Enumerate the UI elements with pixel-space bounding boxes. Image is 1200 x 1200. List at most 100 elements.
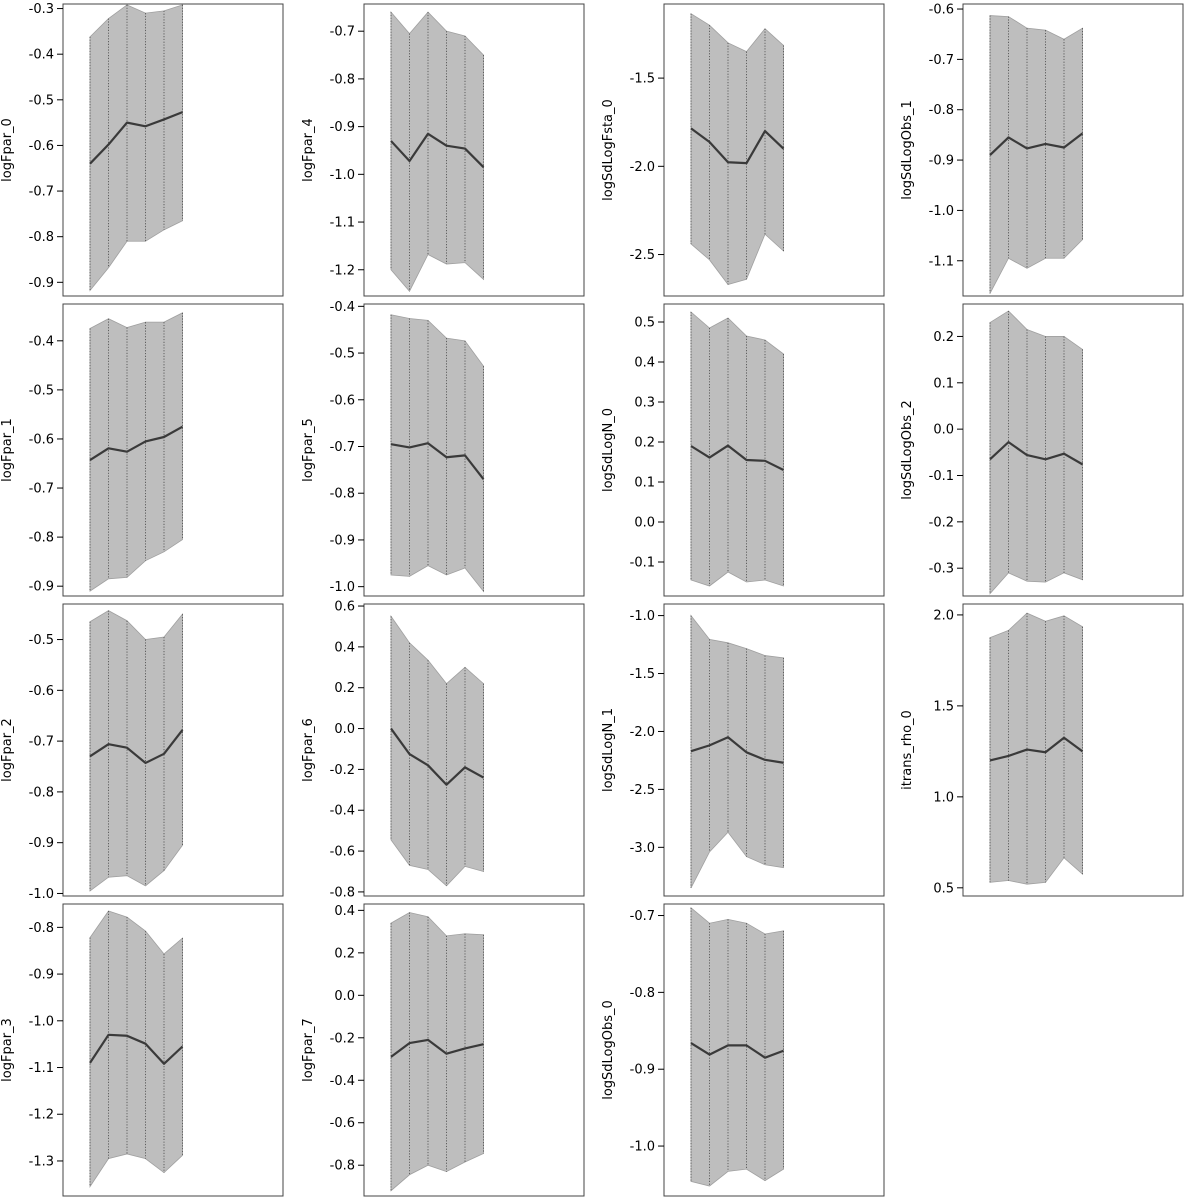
- plot-frame: [663, 603, 885, 897]
- median-line: [989, 132, 1084, 156]
- median-line: [89, 111, 183, 165]
- plot-frame: [363, 903, 585, 1197]
- y-tick-label: -0.8: [29, 785, 54, 800]
- y-tick-label: 0.2: [634, 436, 655, 451]
- y-tick-label: -1.0: [29, 1014, 54, 1029]
- median-line: [690, 736, 784, 764]
- y-tick-label: -0.4: [330, 804, 355, 819]
- y-tick-label: -1.0: [630, 609, 655, 624]
- y-tick-label: -1.2: [330, 263, 355, 278]
- y-tick-label: 0.0: [933, 423, 954, 438]
- y-tick-label: 0.2: [334, 681, 355, 696]
- interval-band: [690, 614, 784, 889]
- y-tick-label: -1.1: [929, 254, 954, 269]
- y-tick-label: -0.8: [29, 230, 54, 245]
- panel-logFpar_3: -0.8 -0.9 -1.0 -1.1 -1.2 -1.3 logFpar_3: [0, 903, 284, 1197]
- y-axis-label: logFpar_7: [301, 1018, 316, 1082]
- y-tick-label: -0.7: [929, 53, 954, 68]
- y-tick-label: 0.3: [634, 396, 655, 411]
- y-tick-label: -1.0: [330, 580, 355, 595]
- y-tick-label: -0.9: [330, 533, 355, 548]
- panel-logFpar_1: -0.4 -0.5 -0.6 -0.7 -0.8 -0.9 logFpar_1: [0, 303, 284, 597]
- interval-band: [89, 610, 183, 892]
- plot-frame: [62, 3, 284, 297]
- y-tick-label: -0.2: [330, 763, 355, 778]
- median-line: [390, 1038, 484, 1058]
- y-tick-label: -1.2: [29, 1108, 54, 1123]
- y-axis-label: logFpar_3: [0, 1018, 15, 1082]
- plot-frame: [962, 603, 1184, 897]
- y-axis-label: logSdLogObs_0: [601, 1000, 616, 1100]
- interval-band: [390, 314, 484, 593]
- y-tick-label: 0.1: [933, 376, 954, 391]
- interval-band: [89, 910, 183, 1188]
- y-tick-label: 0.2: [933, 330, 954, 345]
- y-tick-label: -0.3: [29, 2, 54, 17]
- interval-band: [390, 912, 484, 1192]
- y-tick-label: -0.8: [330, 1159, 355, 1174]
- plot-frame: [962, 303, 1184, 597]
- median-line: [390, 132, 485, 168]
- median-line: [390, 442, 485, 480]
- interval-band: [390, 614, 484, 887]
- y-tick-label: -0.8: [929, 103, 954, 118]
- median-line: [89, 425, 184, 461]
- y-tick-label: -0.1: [630, 556, 655, 571]
- interval-band: [690, 12, 784, 285]
- y-tick-label: -2.0: [630, 725, 655, 740]
- median-line: [989, 441, 1084, 466]
- panel-itrans_rho_0: 2.0 1.5 1.0 0.5 itrans_rho_0: [900, 603, 1184, 897]
- y-tick-label: 0.0: [334, 722, 355, 737]
- y-tick-label: -0.6: [29, 684, 54, 699]
- plot-frame: [663, 3, 885, 297]
- y-tick-label: 0.0: [634, 516, 655, 531]
- y-axis-label: logFpar_5: [301, 418, 316, 482]
- y-tick-label: -0.3: [929, 562, 954, 577]
- y-tick-label: -0.6: [330, 845, 355, 860]
- panel-logFpar_4: -0.7 -0.8 -0.9 -1.0 -1.1 -1.2 logFpar_4: [301, 3, 585, 297]
- y-tick-label: -0.9: [630, 1063, 655, 1078]
- y-tick-label: -0.6: [330, 393, 355, 408]
- y-tick-label: -0.7: [29, 735, 54, 750]
- y-axis-label: itrans_rho_0: [900, 710, 915, 790]
- y-axis-label: logSdLogObs_1: [900, 100, 915, 200]
- median-line: [390, 727, 485, 786]
- y-tick-label: 0.2: [334, 946, 355, 961]
- y-tick-label: -0.9: [29, 276, 54, 291]
- plot-frame: [62, 303, 284, 597]
- y-tick-label: -1.0: [630, 1140, 655, 1155]
- panel-logSdLogObs_2: 0.2 0.1 0.0 -0.1 -0.2 -0.3 logSdLogObs_2: [900, 303, 1184, 597]
- plot-frame: [62, 903, 284, 1197]
- y-axis-label: logSdLogObs_2: [900, 400, 915, 500]
- y-tick-label: -0.5: [29, 633, 54, 648]
- y-tick-label: -1.5: [630, 72, 655, 87]
- panel-logSdLogFsta_0: -1.5 -2.0 -2.5 logSdLogFsta_0: [601, 3, 885, 297]
- plot-frame: [663, 903, 885, 1197]
- y-tick-label: -0.7: [630, 909, 655, 924]
- panel-logSdLogN_1: -1.0 -1.5 -2.0 -2.5 -3.0 logSdLogN_1: [601, 603, 885, 897]
- y-tick-label: -2.0: [630, 160, 655, 175]
- panel-logSdLogN_0: 0.5 0.4 0.3 0.2 0.1 0.0 -0.1 logSdLogN_0: [601, 303, 885, 597]
- y-tick-label: -0.2: [929, 515, 954, 530]
- y-tick-label: -0.8: [29, 921, 54, 936]
- y-tick-label: -0.4: [29, 334, 54, 349]
- y-tick-label: -0.8: [29, 531, 54, 546]
- interval-band: [989, 612, 1083, 885]
- panel-logSdLogObs_1: -0.6 -0.7 -0.8 -0.9 -1.0 -1.1 logSdLogObs_1: [900, 3, 1184, 297]
- y-tick-label: -0.5: [29, 93, 54, 108]
- median-line: [690, 444, 784, 471]
- y-tick-label: -0.6: [929, 3, 954, 18]
- y-tick-label: -2.5: [630, 783, 655, 798]
- interval-band: [989, 15, 1083, 294]
- y-tick-label: -0.9: [29, 968, 54, 983]
- y-tick-label: -0.9: [929, 154, 954, 169]
- y-tick-label: -0.4: [29, 48, 54, 63]
- median-line: [690, 127, 785, 165]
- y-tick-label: 0.4: [334, 640, 355, 655]
- y-tick-label: -0.2: [330, 1031, 355, 1046]
- y-tick-label: -0.6: [29, 139, 54, 154]
- y-tick-label: -1.1: [330, 216, 355, 231]
- median-line: [690, 1042, 784, 1059]
- y-tick-label: -1.5: [630, 667, 655, 682]
